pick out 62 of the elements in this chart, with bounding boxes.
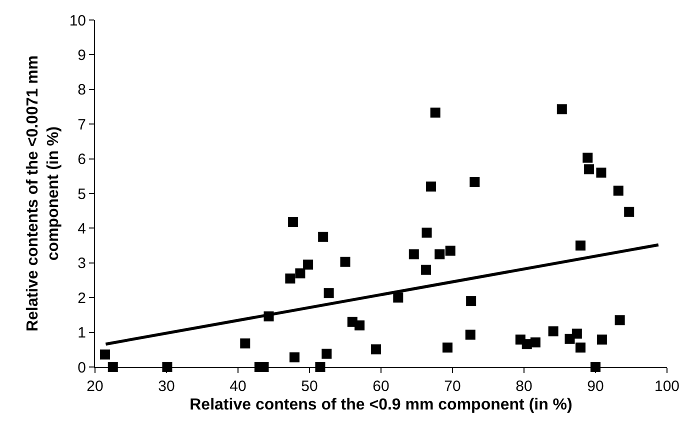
point: [530, 337, 540, 348]
point: [442, 342, 452, 353]
point: [556, 104, 567, 114]
point: [340, 256, 350, 267]
point: [572, 328, 582, 339]
y-axis-title: Relative contents of the <0.0071 mm component (in %): [24, 55, 62, 332]
point: [422, 228, 432, 238]
x-tick-label: 20: [86, 378, 104, 395]
point: [288, 216, 298, 227]
x-tick-label: 30: [158, 378, 175, 395]
point: [318, 232, 328, 242]
point: [445, 246, 456, 256]
y-tick-label: 5: [78, 186, 86, 203]
point: [582, 152, 593, 163]
y-tick-label: 0: [78, 359, 86, 376]
point: [596, 168, 606, 178]
y-tick-label: 3: [78, 255, 86, 272]
point: [100, 350, 110, 360]
y-tick-label: 6: [78, 151, 86, 168]
point: [430, 108, 440, 118]
y-tick-label: 10: [69, 12, 86, 30]
point: [548, 326, 558, 336]
point: [108, 362, 118, 372]
y-tick-label: 9: [78, 46, 86, 64]
x-tick-label: 80: [516, 378, 532, 395]
y-tick-label: 1: [78, 324, 86, 342]
point: [315, 362, 326, 372]
point: [371, 344, 381, 354]
y-tick-label: 7: [78, 116, 86, 134]
point: [584, 164, 594, 174]
x-tick-label: 100: [654, 378, 680, 395]
point: [285, 274, 296, 284]
point: [408, 249, 419, 260]
y-tick-label: 4: [78, 220, 86, 238]
y-tick-label: 2: [78, 290, 86, 307]
x-axis-title: Relative contens of the <0.9 mm component (in %): [190, 396, 572, 414]
x-tick-label: 50: [301, 378, 318, 395]
point: [421, 264, 432, 275]
x-tick-label: 60: [372, 378, 390, 395]
y-tick-label: 8: [78, 82, 86, 99]
point: [289, 352, 300, 362]
x-tick-label: 40: [230, 378, 246, 395]
x-tick-label: 90: [587, 378, 604, 395]
point: [624, 206, 634, 217]
point: [434, 249, 445, 260]
point: [426, 182, 436, 192]
point: [613, 186, 624, 196]
point: [303, 260, 314, 270]
point: [575, 240, 586, 251]
point: [393, 292, 404, 303]
point: [466, 296, 476, 306]
point: [465, 330, 476, 340]
point: [240, 338, 250, 348]
point: [295, 268, 306, 278]
point: [322, 348, 332, 359]
x-tick-label: 70: [444, 378, 461, 395]
point: [596, 334, 607, 345]
point: [324, 288, 334, 298]
point: [575, 342, 586, 353]
point: [614, 315, 625, 326]
point: [470, 177, 480, 188]
point: [354, 320, 365, 330]
